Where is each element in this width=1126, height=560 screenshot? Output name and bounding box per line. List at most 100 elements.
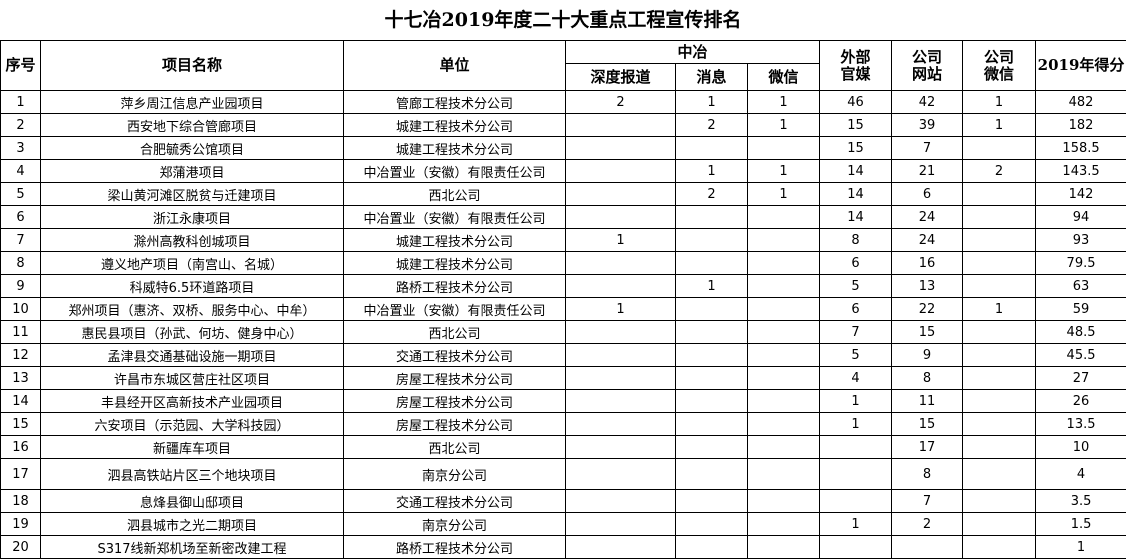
cell-news[interactable]: 2 (675, 182, 748, 206)
cell-news[interactable] (675, 458, 748, 490)
cell-external[interactable]: 8 (819, 228, 893, 252)
cell-news[interactable] (675, 205, 748, 229)
cell-news[interactable] (675, 366, 748, 390)
cell-unit[interactable]: 路桥工程技术分公司 (343, 274, 566, 298)
cell-unit[interactable]: 房屋工程技术分公司 (343, 412, 566, 436)
cell-deep[interactable] (565, 343, 676, 367)
cell-deep[interactable] (565, 366, 676, 390)
cell-external[interactable] (819, 458, 893, 490)
cell-unit[interactable]: 西北公司 (343, 182, 566, 206)
cell-wechat[interactable] (746, 297, 821, 321)
cell-unit[interactable]: 西北公司 (343, 435, 566, 459)
cell-seq[interactable]: 9 (0, 274, 41, 298)
cell-site[interactable]: 22 (891, 297, 964, 321)
cell-site[interactable]: 17 (891, 435, 964, 459)
cell-score[interactable]: 48.5 (1035, 320, 1126, 344)
cell-deep[interactable] (565, 412, 676, 436)
cell-score[interactable]: 79.5 (1035, 251, 1126, 275)
cell-unit[interactable]: 管廊工程技术分公司 (343, 90, 566, 114)
cell-company-wechat[interactable] (962, 389, 1037, 413)
cell-unit[interactable]: 交通工程技术分公司 (343, 489, 566, 513)
cell-seq[interactable]: 16 (0, 435, 41, 459)
cell-deep[interactable]: 1 (565, 297, 676, 321)
cell-news[interactable]: 1 (675, 159, 748, 183)
cell-wechat[interactable] (746, 228, 821, 252)
cell-unit[interactable]: 城建工程技术分公司 (343, 251, 566, 275)
cell-name[interactable]: 萍乡周江信息产业园项目 (40, 90, 344, 114)
cell-site[interactable]: 9 (891, 343, 964, 367)
cell-score[interactable]: 45.5 (1035, 343, 1126, 367)
cell-name[interactable]: 郑蒲港项目 (40, 159, 344, 183)
cell-company-wechat[interactable] (962, 320, 1037, 344)
cell-site[interactable]: 2 (891, 512, 964, 536)
cell-wechat[interactable] (746, 343, 821, 367)
cell-external[interactable]: 1 (819, 412, 893, 436)
cell-seq[interactable]: 7 (0, 228, 41, 252)
cell-external[interactable]: 1 (819, 389, 893, 413)
cell-deep[interactable]: 1 (565, 228, 676, 252)
cell-company-wechat[interactable] (962, 251, 1037, 275)
cell-score[interactable]: 93 (1035, 228, 1126, 252)
cell-company-wechat[interactable] (962, 435, 1037, 459)
cell-wechat[interactable] (746, 136, 821, 160)
cell-external[interactable] (819, 435, 893, 459)
cell-external[interactable] (819, 535, 893, 559)
cell-site[interactable]: 39 (891, 113, 964, 137)
cell-wechat[interactable] (746, 489, 821, 513)
cell-unit[interactable]: 中冶置业（安徽）有限责任公司 (343, 205, 566, 229)
cell-external[interactable]: 6 (819, 251, 893, 275)
cell-score[interactable]: 1 (1035, 535, 1126, 559)
cell-deep[interactable] (565, 274, 676, 298)
cell-seq[interactable]: 2 (0, 113, 41, 137)
cell-score[interactable]: 1.5 (1035, 512, 1126, 536)
cell-score[interactable]: 13.5 (1035, 412, 1126, 436)
cell-site[interactable]: 7 (891, 489, 964, 513)
cell-deep[interactable] (565, 489, 676, 513)
cell-company-wechat[interactable] (962, 512, 1037, 536)
cell-name[interactable]: 科威特6.5环道路项目 (40, 274, 344, 298)
cell-score[interactable]: 143.5 (1035, 159, 1126, 183)
cell-unit[interactable]: 中冶置业（安徽）有限责任公司 (343, 297, 566, 321)
cell-external[interactable]: 6 (819, 297, 893, 321)
cell-deep[interactable] (565, 251, 676, 275)
cell-news[interactable] (675, 343, 748, 367)
cell-name[interactable]: 梁山黄河滩区脱贫与迁建项目 (40, 182, 344, 206)
cell-seq[interactable]: 15 (0, 412, 41, 436)
cell-score[interactable]: 63 (1035, 274, 1126, 298)
cell-name[interactable]: 泗县城市之光二期项目 (40, 512, 344, 536)
cell-name[interactable]: 合肥毓秀公馆项目 (40, 136, 344, 160)
cell-site[interactable]: 24 (891, 205, 964, 229)
cell-seq[interactable]: 1 (0, 90, 41, 114)
cell-score[interactable]: 142 (1035, 182, 1126, 206)
cell-name[interactable]: 六安项目（示范园、大学科技园） (40, 412, 344, 436)
cell-wechat[interactable]: 1 (746, 182, 821, 206)
cell-seq[interactable]: 5 (0, 182, 41, 206)
cell-wechat[interactable] (746, 535, 821, 559)
cell-score[interactable]: 26 (1035, 389, 1126, 413)
cell-news[interactable]: 1 (675, 90, 748, 114)
cell-news[interactable]: 2 (675, 113, 748, 137)
cell-seq[interactable]: 18 (0, 489, 41, 513)
cell-site[interactable]: 16 (891, 251, 964, 275)
cell-wechat[interactable] (746, 458, 821, 490)
cell-seq[interactable]: 14 (0, 389, 41, 413)
cell-wechat[interactable] (746, 251, 821, 275)
cell-wechat[interactable] (746, 435, 821, 459)
cell-score[interactable]: 3.5 (1035, 489, 1126, 513)
cell-company-wechat[interactable] (962, 182, 1037, 206)
cell-external[interactable]: 4 (819, 366, 893, 390)
cell-company-wechat[interactable] (962, 366, 1037, 390)
cell-external[interactable]: 14 (819, 182, 893, 206)
cell-external[interactable]: 1 (819, 512, 893, 536)
cell-company-wechat[interactable] (962, 535, 1037, 559)
cell-company-wechat[interactable]: 1 (962, 297, 1037, 321)
cell-wechat[interactable] (746, 366, 821, 390)
cell-name[interactable]: 浙江永康项目 (40, 205, 344, 229)
cell-deep[interactable] (565, 159, 676, 183)
cell-news[interactable] (675, 251, 748, 275)
cell-wechat[interactable] (746, 412, 821, 436)
cell-news[interactable] (675, 412, 748, 436)
cell-name[interactable]: 许昌市东城区营庄社区项目 (40, 366, 344, 390)
cell-unit[interactable]: 房屋工程技术分公司 (343, 366, 566, 390)
cell-site[interactable]: 7 (891, 136, 964, 160)
